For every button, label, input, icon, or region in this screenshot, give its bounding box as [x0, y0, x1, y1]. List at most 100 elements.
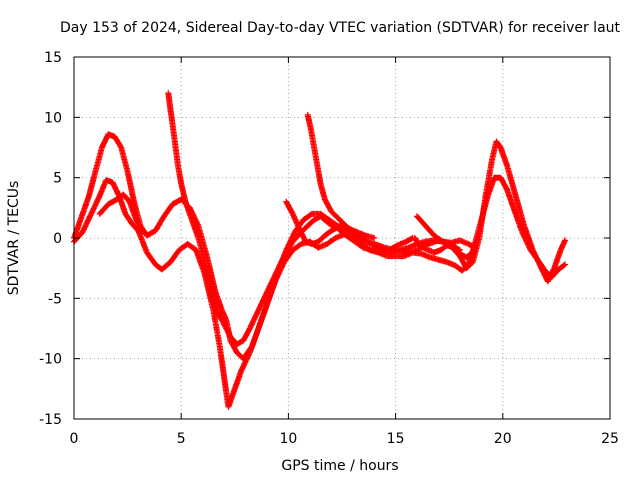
data-point-marks — [255, 290, 270, 314]
data-point-marks — [497, 144, 510, 168]
data-point-marks — [195, 222, 210, 258]
data-point-marks — [193, 247, 208, 276]
data-series — [414, 213, 478, 251]
data-point-marks — [161, 202, 175, 220]
data-point-marks — [493, 138, 503, 150]
x-tick-label: 5 — [177, 431, 186, 447]
data-point-marks — [223, 325, 233, 339]
data-point-marks — [450, 244, 462, 256]
data-point-marks — [216, 343, 227, 379]
data-point-marks — [497, 174, 510, 192]
data-point-marks — [133, 216, 145, 234]
data-point-marks — [281, 239, 295, 260]
y-tick-label: -10 — [39, 352, 62, 368]
data-point-marks — [510, 204, 525, 234]
data-point-marks — [549, 267, 561, 280]
data-point-marks — [317, 180, 328, 201]
data-point-marks — [231, 369, 244, 392]
data-point-marks — [152, 214, 167, 234]
data-point-marks — [168, 114, 178, 143]
y-tick-label: -5 — [48, 291, 62, 307]
data-point-marks — [195, 235, 208, 264]
data-point-marks — [238, 351, 253, 374]
data-point-marks — [551, 248, 564, 272]
data-point-marks — [201, 259, 214, 288]
data-point-marks — [105, 197, 119, 208]
data-point-marks — [86, 170, 98, 199]
data-point-marks — [126, 198, 139, 222]
plot-area — [71, 90, 568, 410]
data-point-marks — [478, 194, 491, 223]
data-point-marks — [246, 308, 261, 332]
x-axis-title: GPS time / hours — [281, 458, 398, 474]
data-point — [371, 235, 378, 241]
data-point-marks — [264, 272, 278, 296]
data-series — [304, 111, 463, 256]
data-point-marks — [111, 133, 124, 150]
y-tick-label: 5 — [53, 171, 62, 187]
data-point-marks — [315, 233, 327, 245]
data-point-marks — [120, 191, 132, 204]
data-point-marks — [289, 210, 302, 230]
data-point-marks — [519, 229, 533, 252]
data-point-marks — [184, 241, 198, 253]
data-point-marks — [371, 242, 385, 253]
data-series — [96, 191, 146, 235]
grid — [74, 57, 610, 419]
data-point-marks — [255, 302, 270, 332]
y-tick-label: 10 — [44, 110, 62, 126]
data-series — [411, 235, 481, 261]
data-point-marks — [304, 217, 317, 229]
data-series — [165, 90, 416, 348]
data-point-marks — [403, 235, 415, 245]
data-point-marks — [444, 259, 458, 269]
data-point-marks — [178, 180, 189, 204]
data-point-marks — [233, 338, 246, 348]
data-point-marks — [411, 235, 422, 247]
x-tick-label: 20 — [494, 431, 512, 447]
data-point-marks — [79, 212, 94, 235]
y-tick-label: -15 — [39, 412, 62, 428]
data-point-marks — [124, 168, 137, 204]
data-point-marks — [527, 247, 542, 264]
data-point-marks — [463, 250, 475, 261]
data-point-marks — [225, 387, 238, 410]
data-point-marks — [324, 235, 338, 247]
data-point-marks — [128, 220, 141, 233]
data-point-marks — [208, 283, 221, 315]
data-point — [561, 237, 568, 244]
x-axis: 0 5 10 15 20 25 — [70, 57, 619, 447]
data-point-marks — [300, 211, 314, 223]
x-tick-label: 25 — [601, 431, 619, 447]
data-point-marks — [512, 192, 527, 228]
data-point-marks — [321, 228, 334, 239]
data-point-marks — [343, 232, 357, 244]
data-point-marks — [459, 262, 471, 274]
data-point — [474, 235, 481, 241]
data-point-marks — [289, 241, 303, 254]
x-tick-label: 15 — [387, 431, 405, 447]
x-tick-label: 0 — [70, 431, 79, 447]
data-point-marks — [88, 194, 103, 217]
data-point-marks — [283, 198, 295, 216]
data-point-marks — [201, 271, 216, 312]
data-point-marks — [414, 213, 428, 228]
data-point-marks — [422, 222, 437, 238]
data-point-marks — [416, 242, 428, 252]
data-point-marks — [317, 213, 332, 226]
data-point-marks — [122, 210, 135, 226]
data-point-marks — [218, 317, 229, 331]
data-point-marks — [77, 194, 92, 223]
y-axis: -15 -10 -5 0 5 10 15 — [39, 50, 610, 428]
data-point — [139, 228, 146, 235]
data-point-marks — [536, 259, 548, 274]
y-axis-title: SDTVAR / TECUs — [6, 181, 22, 296]
data-point-marks — [504, 186, 516, 210]
data-point-marks — [246, 326, 261, 356]
data-point-marks — [296, 225, 308, 244]
data-point-marks — [484, 176, 497, 199]
data-point-marks — [96, 202, 111, 217]
data-point-marks — [188, 216, 201, 240]
data-point-marks — [328, 208, 342, 222]
